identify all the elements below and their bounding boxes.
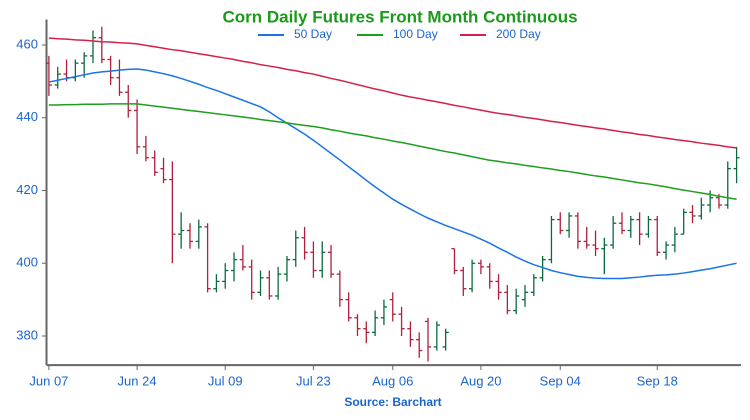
- legend-label: 50 Day: [294, 27, 332, 41]
- x-tick-label: Aug 06: [372, 374, 413, 389]
- y-tick-label: 460: [16, 36, 38, 51]
- source: Source: Barchart: [344, 395, 441, 409]
- x-tick-label: Aug 20: [460, 374, 501, 389]
- ma-line: [48, 103, 737, 200]
- x-tick-label: Sep 18: [637, 374, 678, 389]
- y-tick-label: 400: [16, 255, 38, 270]
- legend-label: 100 Day: [393, 27, 438, 41]
- y-tick-label: 380: [16, 327, 38, 342]
- y-tick-label: 440: [16, 109, 38, 124]
- x-tick-label: Jun 07: [29, 374, 68, 389]
- x-tick-label: Jul 23: [296, 374, 331, 389]
- x-tick-label: Sep 04: [540, 374, 581, 389]
- legend-label: 200 Day: [496, 27, 541, 41]
- chart-title: Corn Daily Futures Front Month Continuou…: [222, 7, 577, 26]
- y-tick-label: 420: [16, 182, 38, 197]
- ma-line: [48, 37, 737, 149]
- x-tick-label: Jun 24: [118, 374, 157, 389]
- ma-line: [48, 68, 737, 280]
- x-tick-label: Jul 09: [208, 374, 243, 389]
